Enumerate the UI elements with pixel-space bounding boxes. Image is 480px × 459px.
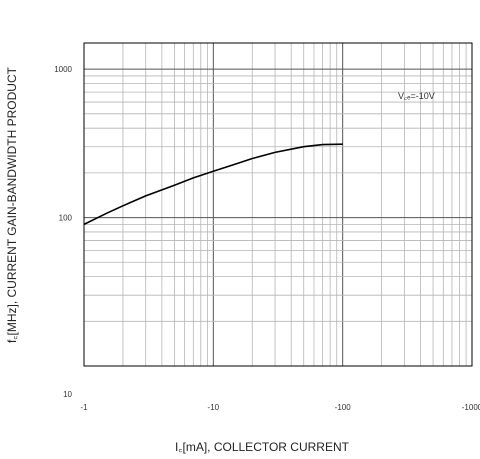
plot-frame [83,42,473,367]
x-tick-label: -100 [335,403,352,412]
y-tick-label: 100 [59,214,73,223]
x-tick-label: -1000 [462,403,480,412]
y-tick-label: 10 [63,390,72,399]
annotation: V꜀ₑ=-10V [398,91,435,101]
x-axis-label: I꜀[mA], COLLECTOR CURRENT [175,440,350,454]
x-tick-label: -1 [80,403,88,412]
x-tick-label: -10 [208,403,220,412]
series-layer [83,143,343,226]
x-tick-labels: -1 -10 -100 -1000 [80,403,480,412]
y-tick-labels: 10 100 1000 [54,65,72,399]
y-axis-label: f꜀[MHz], CURRENT GAIN-BANDWIDTH PRODUCT [5,66,19,343]
grid [84,43,472,366]
y-tick-label: 1000 [54,65,72,74]
series-line-0 [83,143,343,226]
